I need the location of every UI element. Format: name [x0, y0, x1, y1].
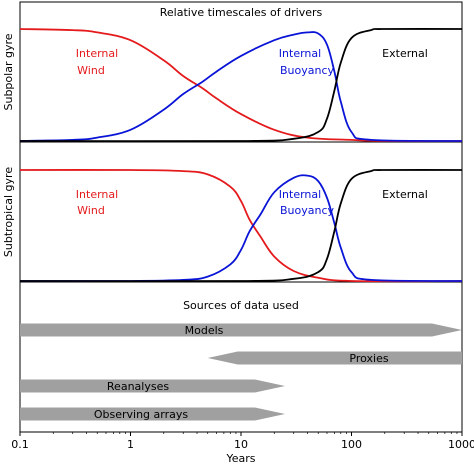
source-bar-label-reanalyses: Reanalyses	[107, 380, 169, 393]
label-wind-1: Wind	[77, 64, 105, 77]
source-bars-group: Models Proxies Reanalyses Observing arrays	[20, 323, 462, 421]
line-internal-buoyancy-panel-1	[19, 31, 463, 142]
chart-title: Relative timescales of drivers	[160, 6, 323, 19]
x-axis-label: Years	[225, 452, 255, 465]
label-wind-internal-2: Internal	[76, 188, 118, 201]
x-axis: 0.1 1 10 100 1000	[11, 432, 474, 451]
label-buoyancy-internal-1: Internal	[279, 47, 321, 60]
label-buoyancy-internal-2: Internal	[279, 188, 321, 201]
line-internal-wind-panel-2	[19, 169, 463, 283]
label-wind-internal-1: Internal	[76, 47, 118, 60]
label-external-1: External	[382, 47, 428, 60]
ylabel-subpolar: Subpolar gyre	[2, 33, 15, 110]
sources-title: Sources of data used	[183, 299, 299, 312]
label-external-2: External	[382, 188, 428, 201]
line-external-panel-1	[19, 28, 463, 143]
line-internal-wind-panel-1	[19, 28, 463, 142]
ylabel-subtropical: Subtropical gyre	[2, 167, 15, 257]
x-tick-label-1: 1	[127, 438, 134, 451]
source-bar-label-observing-arrays: Observing arrays	[94, 408, 189, 421]
source-bar-models	[20, 323, 462, 337]
source-bar-proxies	[207, 351, 462, 365]
source-bar-reanalyses	[20, 379, 285, 393]
curves-group	[19, 28, 463, 283]
x-tick-label-100: 100	[341, 438, 362, 451]
label-buoyancy-2: Buoyancy	[280, 204, 335, 217]
source-bar-label-proxies: Proxies	[349, 352, 388, 365]
label-buoyancy-1: Buoyancy	[280, 64, 335, 77]
label-wind-2: Wind	[77, 204, 105, 217]
x-tick-label-0.1: 0.1	[11, 438, 29, 451]
source-bar-observing-arrays	[20, 407, 285, 421]
x-tick-label-10: 10	[234, 438, 248, 451]
line-external-panel-2	[19, 169, 463, 283]
line-internal-buoyancy-panel-2	[19, 174, 463, 282]
x-tick-label-1000: 1000	[448, 438, 474, 451]
source-bar-label-models: Models	[185, 324, 224, 337]
